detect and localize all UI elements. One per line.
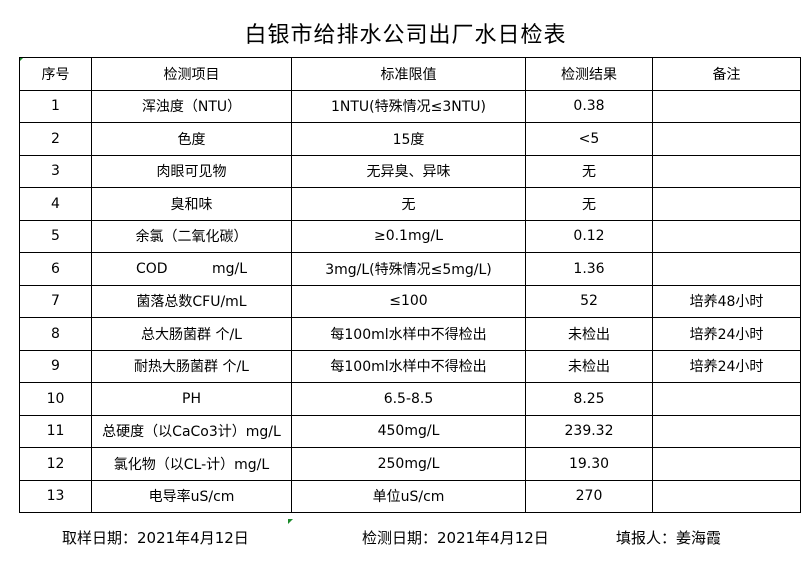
table-row: 3 肉眼可见物 无异臭、异味无 <box>19 154 801 188</box>
cell-index: 7 <box>19 284 92 318</box>
cell-remark <box>652 187 801 221</box>
table-row: 13 电导率uS/cm 单位uS/cm 270 <box>19 479 801 513</box>
table-row: 7 菌落总数CFU/mL ≤100 52 培养48小时 <box>19 284 801 318</box>
cell-item: COD mg/L <box>91 252 292 286</box>
cell-standard: 6.5-8.5 <box>291 382 526 416</box>
cell-item: 氯化物（以CL-计）mg/L <box>91 447 292 481</box>
cell-result: 0.38 <box>525 89 653 123</box>
cell-standard: ≤100 <box>291 284 526 318</box>
cell-result: 无 <box>525 187 653 221</box>
table-row: 9 耐热大肠菌群 个/L 每100ml水样中不得检出 未检出 培养24小时 <box>19 349 801 383</box>
reporter: 填报人：姜海霞 <box>616 529 722 547</box>
cell-standard: 1NTU(特殊情况≤3NTU) <box>291 89 526 123</box>
cell-item: 色度 <box>91 122 292 156</box>
cell-index: 8 <box>19 317 92 351</box>
cell-item: 臭和味 <box>91 187 292 221</box>
cell-item: PH <box>91 382 292 416</box>
cell-standard: 每100ml水样中不得检出 <box>291 349 526 383</box>
cell-result: 0.12 <box>525 219 653 253</box>
table-row: 10 PH 6.5-8.5 8.25 <box>19 382 801 416</box>
cell-result: 未检出 <box>525 349 653 383</box>
table-row: 8 总大肠菌群 个/L 每100ml水样中不得检出 未检出 培养24小时 <box>19 317 801 351</box>
cell-index: 3 <box>19 154 92 188</box>
cell-remark: 培养24小时 <box>652 349 801 383</box>
header-row: 序号 检测项目 标准限值 检测结果 备注 <box>19 57 801 91</box>
cell-standard: 250mg/L <box>291 447 526 481</box>
cell-result: 8.25 <box>525 382 653 416</box>
cell-standard: 每100ml水样中不得检出 <box>291 317 526 351</box>
cell-standard: 无 <box>291 187 526 221</box>
cell-remark <box>652 382 801 416</box>
cell-item: 肉眼可见物 <box>91 154 292 188</box>
cell-result: 未检出 <box>525 317 653 351</box>
page-title: 白银市给排水公司出厂水日检表 <box>244 23 567 48</box>
table-row: 4 臭和味无无 <box>19 187 801 221</box>
cell-standard: ≥0.1mg/L <box>291 219 526 253</box>
header-result: 检测结果 <box>525 57 653 91</box>
cell-result: 无 <box>525 154 653 188</box>
cell-result: 239.32 <box>525 414 653 448</box>
cell-index: 10 <box>19 382 92 416</box>
cell-remark: 培养48小时 <box>652 284 801 318</box>
header-index: 序号 <box>19 57 92 91</box>
cell-index: 9 <box>19 349 92 383</box>
table-row: 11 总硬度（以CaCo3计）mg/L 450mg/L 239.32 <box>19 414 801 448</box>
header-standard: 标准限值 <box>291 57 526 91</box>
cell-result: 1.36 <box>525 252 653 286</box>
cell-remark <box>652 122 801 156</box>
cell-index: 5 <box>19 219 92 253</box>
cell-result: <5 <box>525 122 653 156</box>
cell-index: 1 <box>19 89 92 123</box>
table-row: 5 余氯（二氧化碳） ≥0.1mg/L 0.12 <box>19 219 801 253</box>
cell-remark <box>652 447 801 481</box>
sampling-date: 取样日期：2021年4月12日 <box>62 529 249 547</box>
cell-index: 11 <box>19 414 92 448</box>
cell-standard: 3mg/L(特殊情况≤5mg/L) <box>291 252 526 286</box>
cell-item: 菌落总数CFU/mL <box>91 284 292 318</box>
cell-index: 4 <box>19 187 92 221</box>
cell-remark: 培养24小时 <box>652 317 801 351</box>
cell-standard: 单位uS/cm <box>291 479 526 513</box>
inspection-table: 序号 检测项目 标准限值 检测结果 备注 1 浑浊度（NTU） 1NTU(特殊情况≤3NTU)… <box>19 57 801 513</box>
cell-item: 总大肠菌群 个/L <box>91 317 292 351</box>
test-date: 检测日期：2021年4月12日 <box>362 529 549 547</box>
cell-remark <box>652 154 801 188</box>
cell-index: 2 <box>19 122 92 156</box>
cell-marker <box>288 519 293 524</box>
cell-remark <box>652 219 801 253</box>
cell-result: 19.30 <box>525 447 653 481</box>
cell-item: 电导率uS/cm <box>91 479 292 513</box>
cell-item: 余氯（二氧化碳） <box>91 219 292 253</box>
cell-standard: 无异臭、异味 <box>291 154 526 188</box>
cell-standard: 15度 <box>291 122 526 156</box>
cell-remark <box>652 479 801 513</box>
cell-standard: 450mg/L <box>291 414 526 448</box>
table-row: 6 COD mg/L 3mg/L(特殊情况≤5mg/L) 1.36 <box>19 252 801 286</box>
cell-item: 总硬度（以CaCo3计）mg/L <box>91 414 292 448</box>
cell-result: 52 <box>525 284 653 318</box>
cell-remark <box>652 414 801 448</box>
header-item: 检测项目 <box>91 57 292 91</box>
cell-remark <box>652 89 801 123</box>
table-row: 2 色度 15度 <5 <box>19 122 801 156</box>
table-row: 12 氯化物（以CL-计）mg/L 250mg/L 19.30 <box>19 447 801 481</box>
cell-result: 270 <box>525 479 653 513</box>
cell-index: 13 <box>19 479 92 513</box>
header-remark: 备注 <box>652 57 801 91</box>
table-row: 1 浑浊度（NTU） 1NTU(特殊情况≤3NTU) 0.38 <box>19 89 801 123</box>
cell-item: 耐热大肠菌群 个/L <box>91 349 292 383</box>
cell-item: 浑浊度（NTU） <box>91 89 292 123</box>
cell-index: 12 <box>19 447 92 481</box>
cell-index: 6 <box>19 252 92 286</box>
cell-remark <box>652 252 801 286</box>
